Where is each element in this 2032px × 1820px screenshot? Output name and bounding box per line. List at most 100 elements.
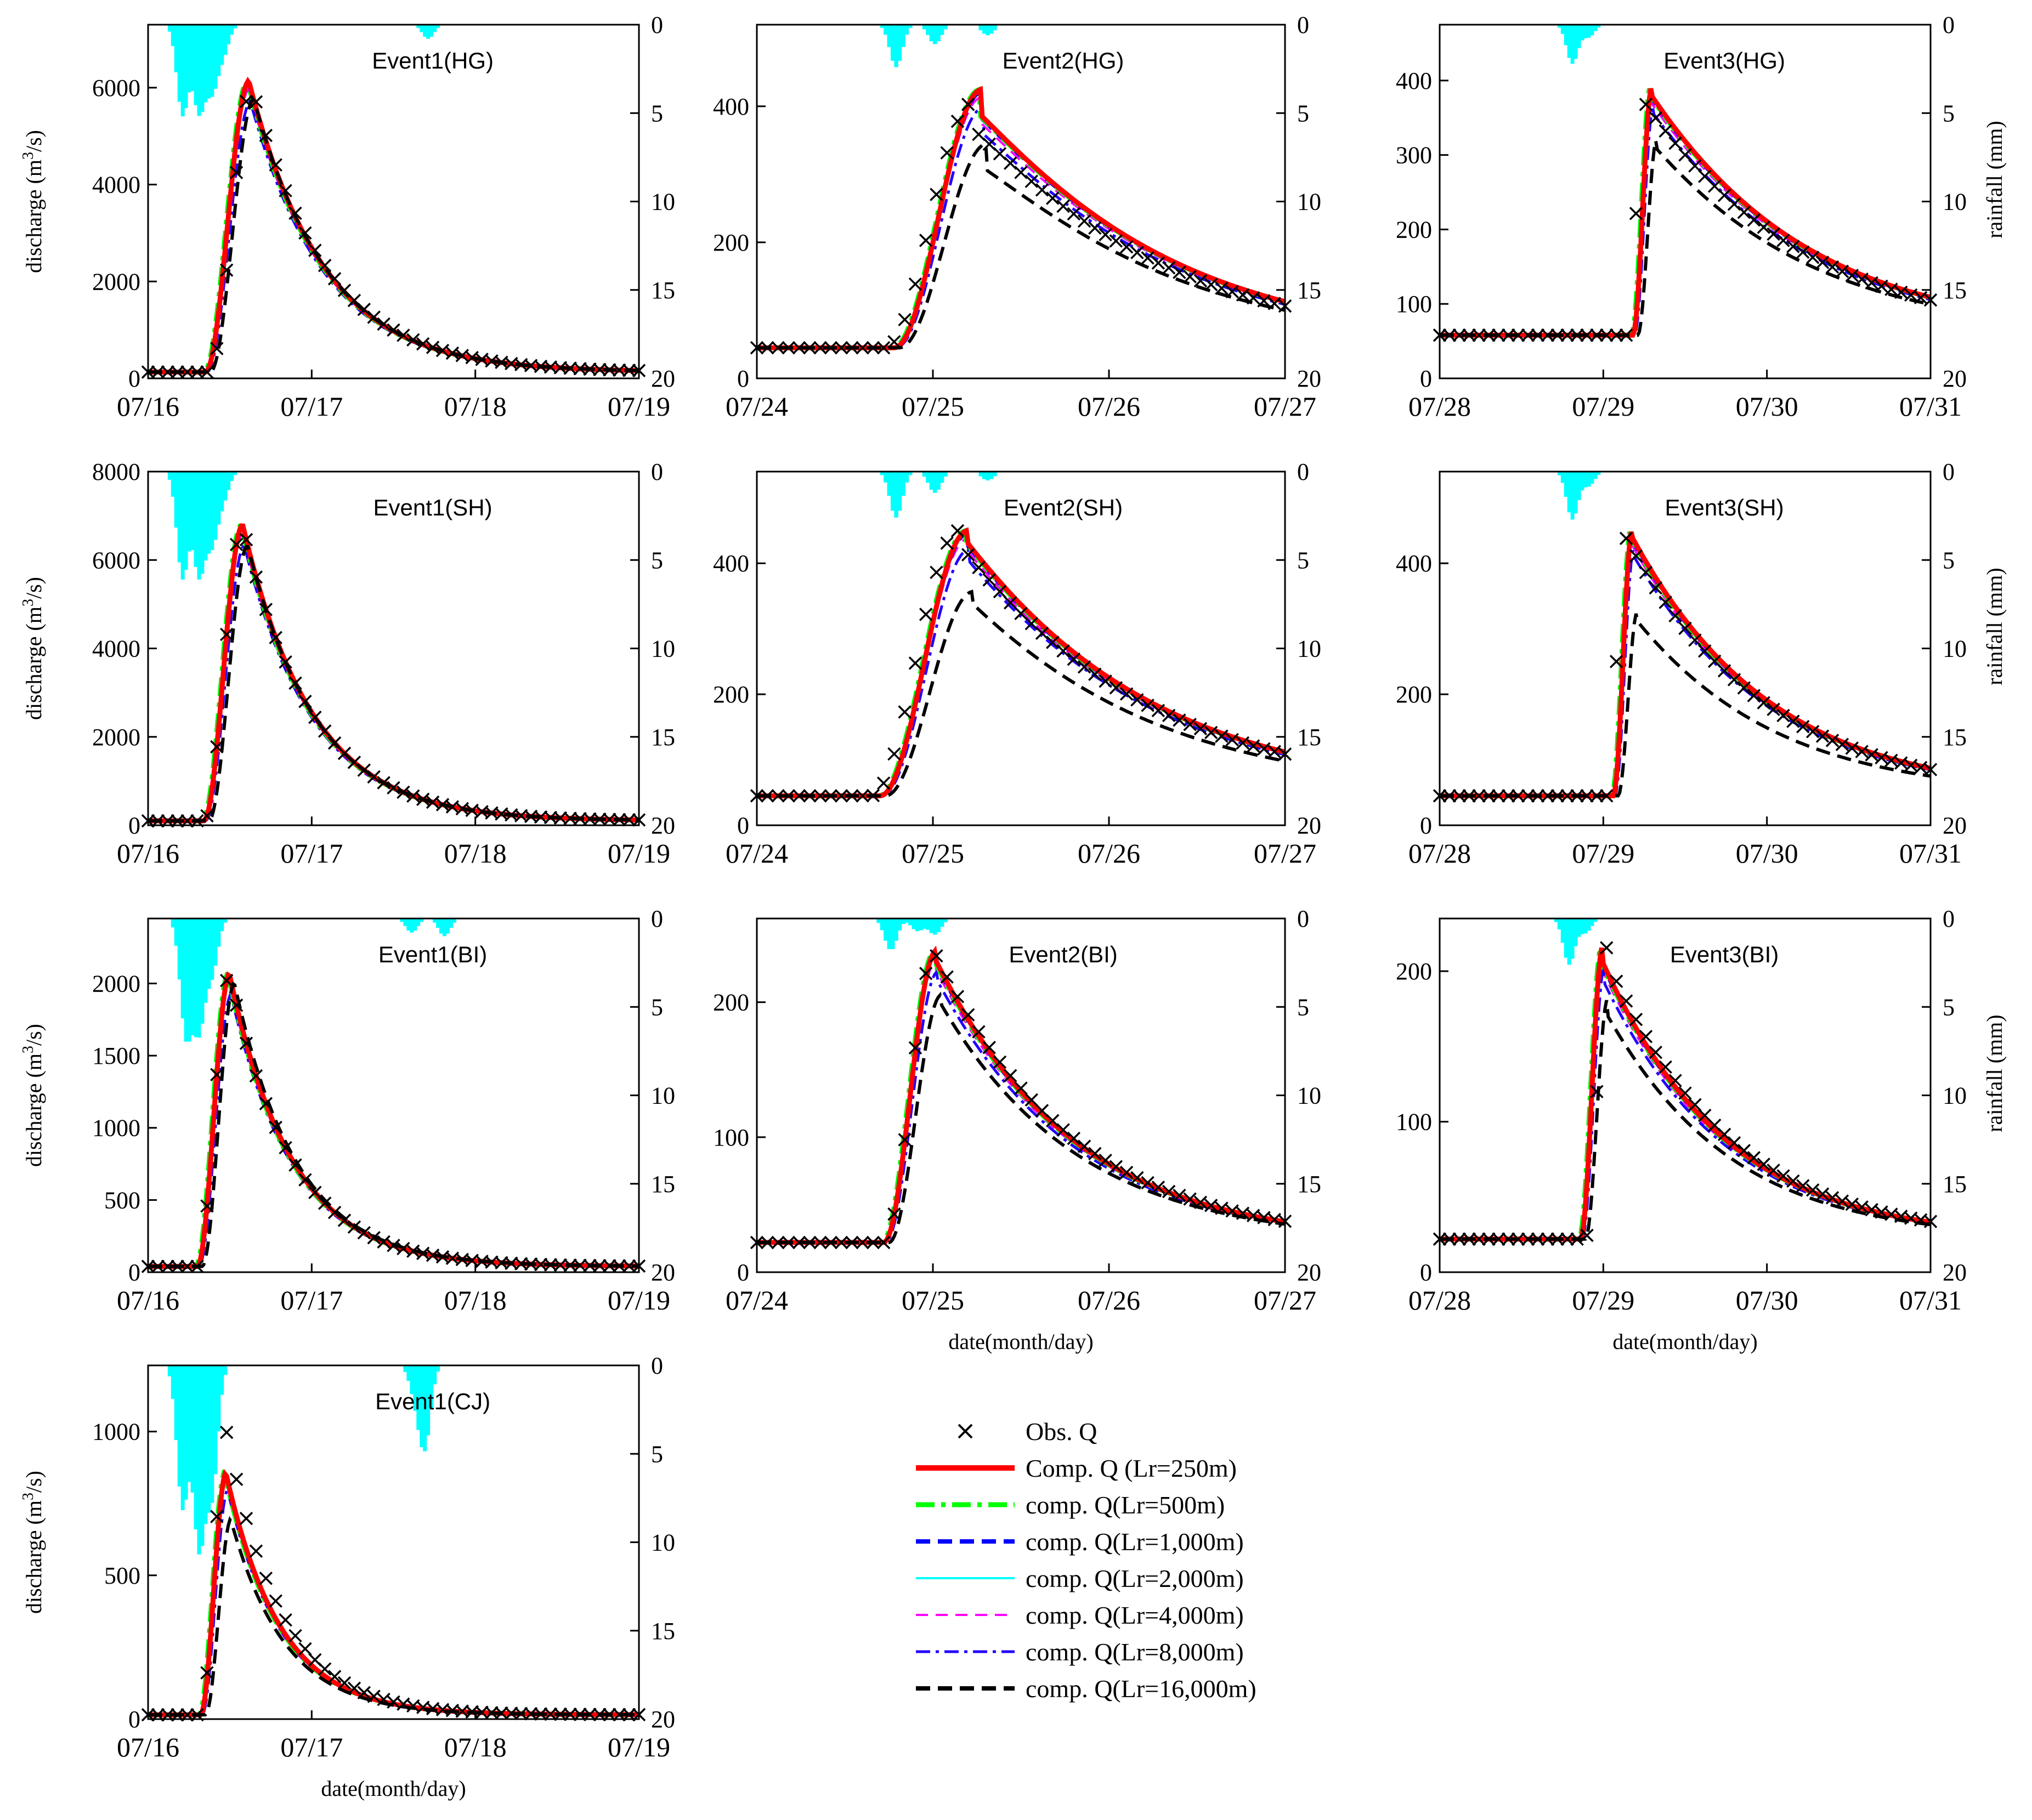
obs-marker: [219, 1425, 234, 1439]
obs-marker: [950, 990, 965, 1003]
obs-marker: [1835, 264, 1849, 279]
x-tick-label: 07/31: [1899, 391, 1962, 422]
x-tick-label: 07/19: [608, 1732, 670, 1762]
obs-marker: [950, 115, 965, 128]
obs-marker: [908, 277, 922, 291]
rain-bar: [1587, 918, 1591, 931]
rain-bar: [429, 1365, 434, 1408]
rain-bar: [904, 472, 909, 483]
obs-marker: [834, 789, 848, 803]
obs-marker: [298, 1173, 312, 1187]
obs-marker: [1894, 285, 1908, 299]
rain-bar: [943, 25, 948, 30]
obs-marker: [1246, 291, 1260, 305]
x-tick-label: 07/25: [902, 391, 964, 422]
panel-event3-hg: 0 100 200 300 400 0 5 10 15 20 07/28 07/29 07/30 07/3…: [1396, 12, 2007, 422]
obs-marker: [357, 1686, 371, 1699]
obs-marker: [288, 1629, 302, 1643]
y2-axis-label: rainfall (mm): [1982, 1014, 2007, 1132]
obs-marker: [1737, 681, 1751, 695]
obs-marker: [1099, 228, 1112, 242]
observed-markers: [141, 1425, 646, 1722]
obs-marker: [397, 785, 410, 799]
y2-tick-label: 10: [1943, 189, 1967, 216]
rain-bar: [190, 1365, 195, 1493]
obs-marker: [1442, 789, 1457, 803]
obs-marker: [563, 1258, 577, 1272]
obs-marker: [1678, 148, 1692, 162]
x-tick-label: 07/25: [902, 838, 964, 869]
obs-marker: [269, 1120, 282, 1135]
obs-marker: [387, 781, 400, 795]
obs-marker: [1204, 1199, 1218, 1212]
computed-series-line: [148, 1516, 639, 1717]
rain-bar: [982, 25, 987, 34]
rain-bar: [197, 918, 201, 1038]
obs-marker: [1035, 1104, 1049, 1118]
obs-marker: [1805, 724, 1820, 739]
rain-bar: [184, 918, 188, 1042]
rain-bar: [922, 918, 927, 929]
obs-marker: [1025, 616, 1038, 631]
obs-marker: [603, 813, 616, 826]
rain-bar: [197, 1365, 201, 1555]
obs-marker: [1757, 696, 1770, 710]
obs-marker: [406, 333, 420, 347]
obs-marker: [1590, 328, 1604, 342]
obs-marker: [249, 570, 263, 584]
obs-marker: [771, 789, 785, 803]
rain-bar: [989, 472, 994, 479]
axes-frame: [756, 24, 1286, 379]
x-tick-label: 07/27: [1254, 391, 1316, 422]
obs-marker: [200, 1666, 214, 1680]
obs-marker: [940, 536, 954, 550]
observed-markers: [141, 973, 646, 1273]
rainfall-bars: [1554, 918, 1598, 965]
y2-tick-label: 15: [651, 277, 675, 304]
obs-marker: [219, 263, 234, 277]
rain-bar: [217, 918, 221, 947]
y-tick-label: 0: [1420, 365, 1432, 392]
panel-event1-cj: 0 500 1000 0 5 10 15 20 07/16 07/17 07/18 07/19 Even…: [20, 1352, 676, 1801]
legend-entry: Obs. Q: [958, 1418, 1097, 1445]
rain-bar: [223, 472, 228, 501]
obs-marker: [229, 998, 244, 1012]
obs-marker: [1619, 531, 1633, 546]
rain-bar: [939, 918, 944, 927]
obs-marker: [1067, 207, 1081, 221]
x-tick-label: 07/29: [1572, 838, 1634, 869]
rain-bar: [406, 1365, 411, 1381]
x-tick-label: 07/26: [1078, 1285, 1140, 1316]
rain-bar: [223, 25, 228, 55]
obs-marker: [1452, 789, 1467, 803]
rain-bar: [1560, 918, 1565, 943]
obs-marker: [1767, 1164, 1780, 1177]
y-tick-label: 200: [713, 989, 749, 1016]
panel-title: Event1(HG): [372, 48, 494, 73]
obs-marker: [190, 365, 204, 379]
y-tick-label: 0: [737, 365, 749, 392]
rain-bar: [429, 25, 434, 37]
rain-bar: [887, 918, 891, 949]
obs-marker: [866, 789, 880, 803]
obs-marker: [219, 973, 234, 988]
obs-marker: [505, 1706, 518, 1720]
rain-bar: [200, 472, 205, 574]
computed-series-line: [1440, 613, 1931, 798]
y-tick-label: 300: [1396, 142, 1432, 169]
obs-marker: [887, 334, 901, 349]
obs-marker: [269, 158, 282, 172]
obs-marker: [298, 1642, 312, 1656]
obs-marker: [1678, 1086, 1692, 1100]
rain-bar: [207, 25, 211, 99]
obs-marker: [1246, 739, 1260, 753]
rain-bar: [1570, 472, 1575, 520]
rain-bar: [1577, 472, 1581, 501]
obs-marker: [622, 813, 636, 827]
y-tick-label: 200: [1396, 216, 1432, 243]
rainfall-bars: [167, 1365, 440, 1555]
obs-marker: [856, 1235, 869, 1250]
obs-marker: [377, 1235, 390, 1249]
obs-marker: [1570, 328, 1584, 342]
obs-marker: [845, 341, 859, 355]
